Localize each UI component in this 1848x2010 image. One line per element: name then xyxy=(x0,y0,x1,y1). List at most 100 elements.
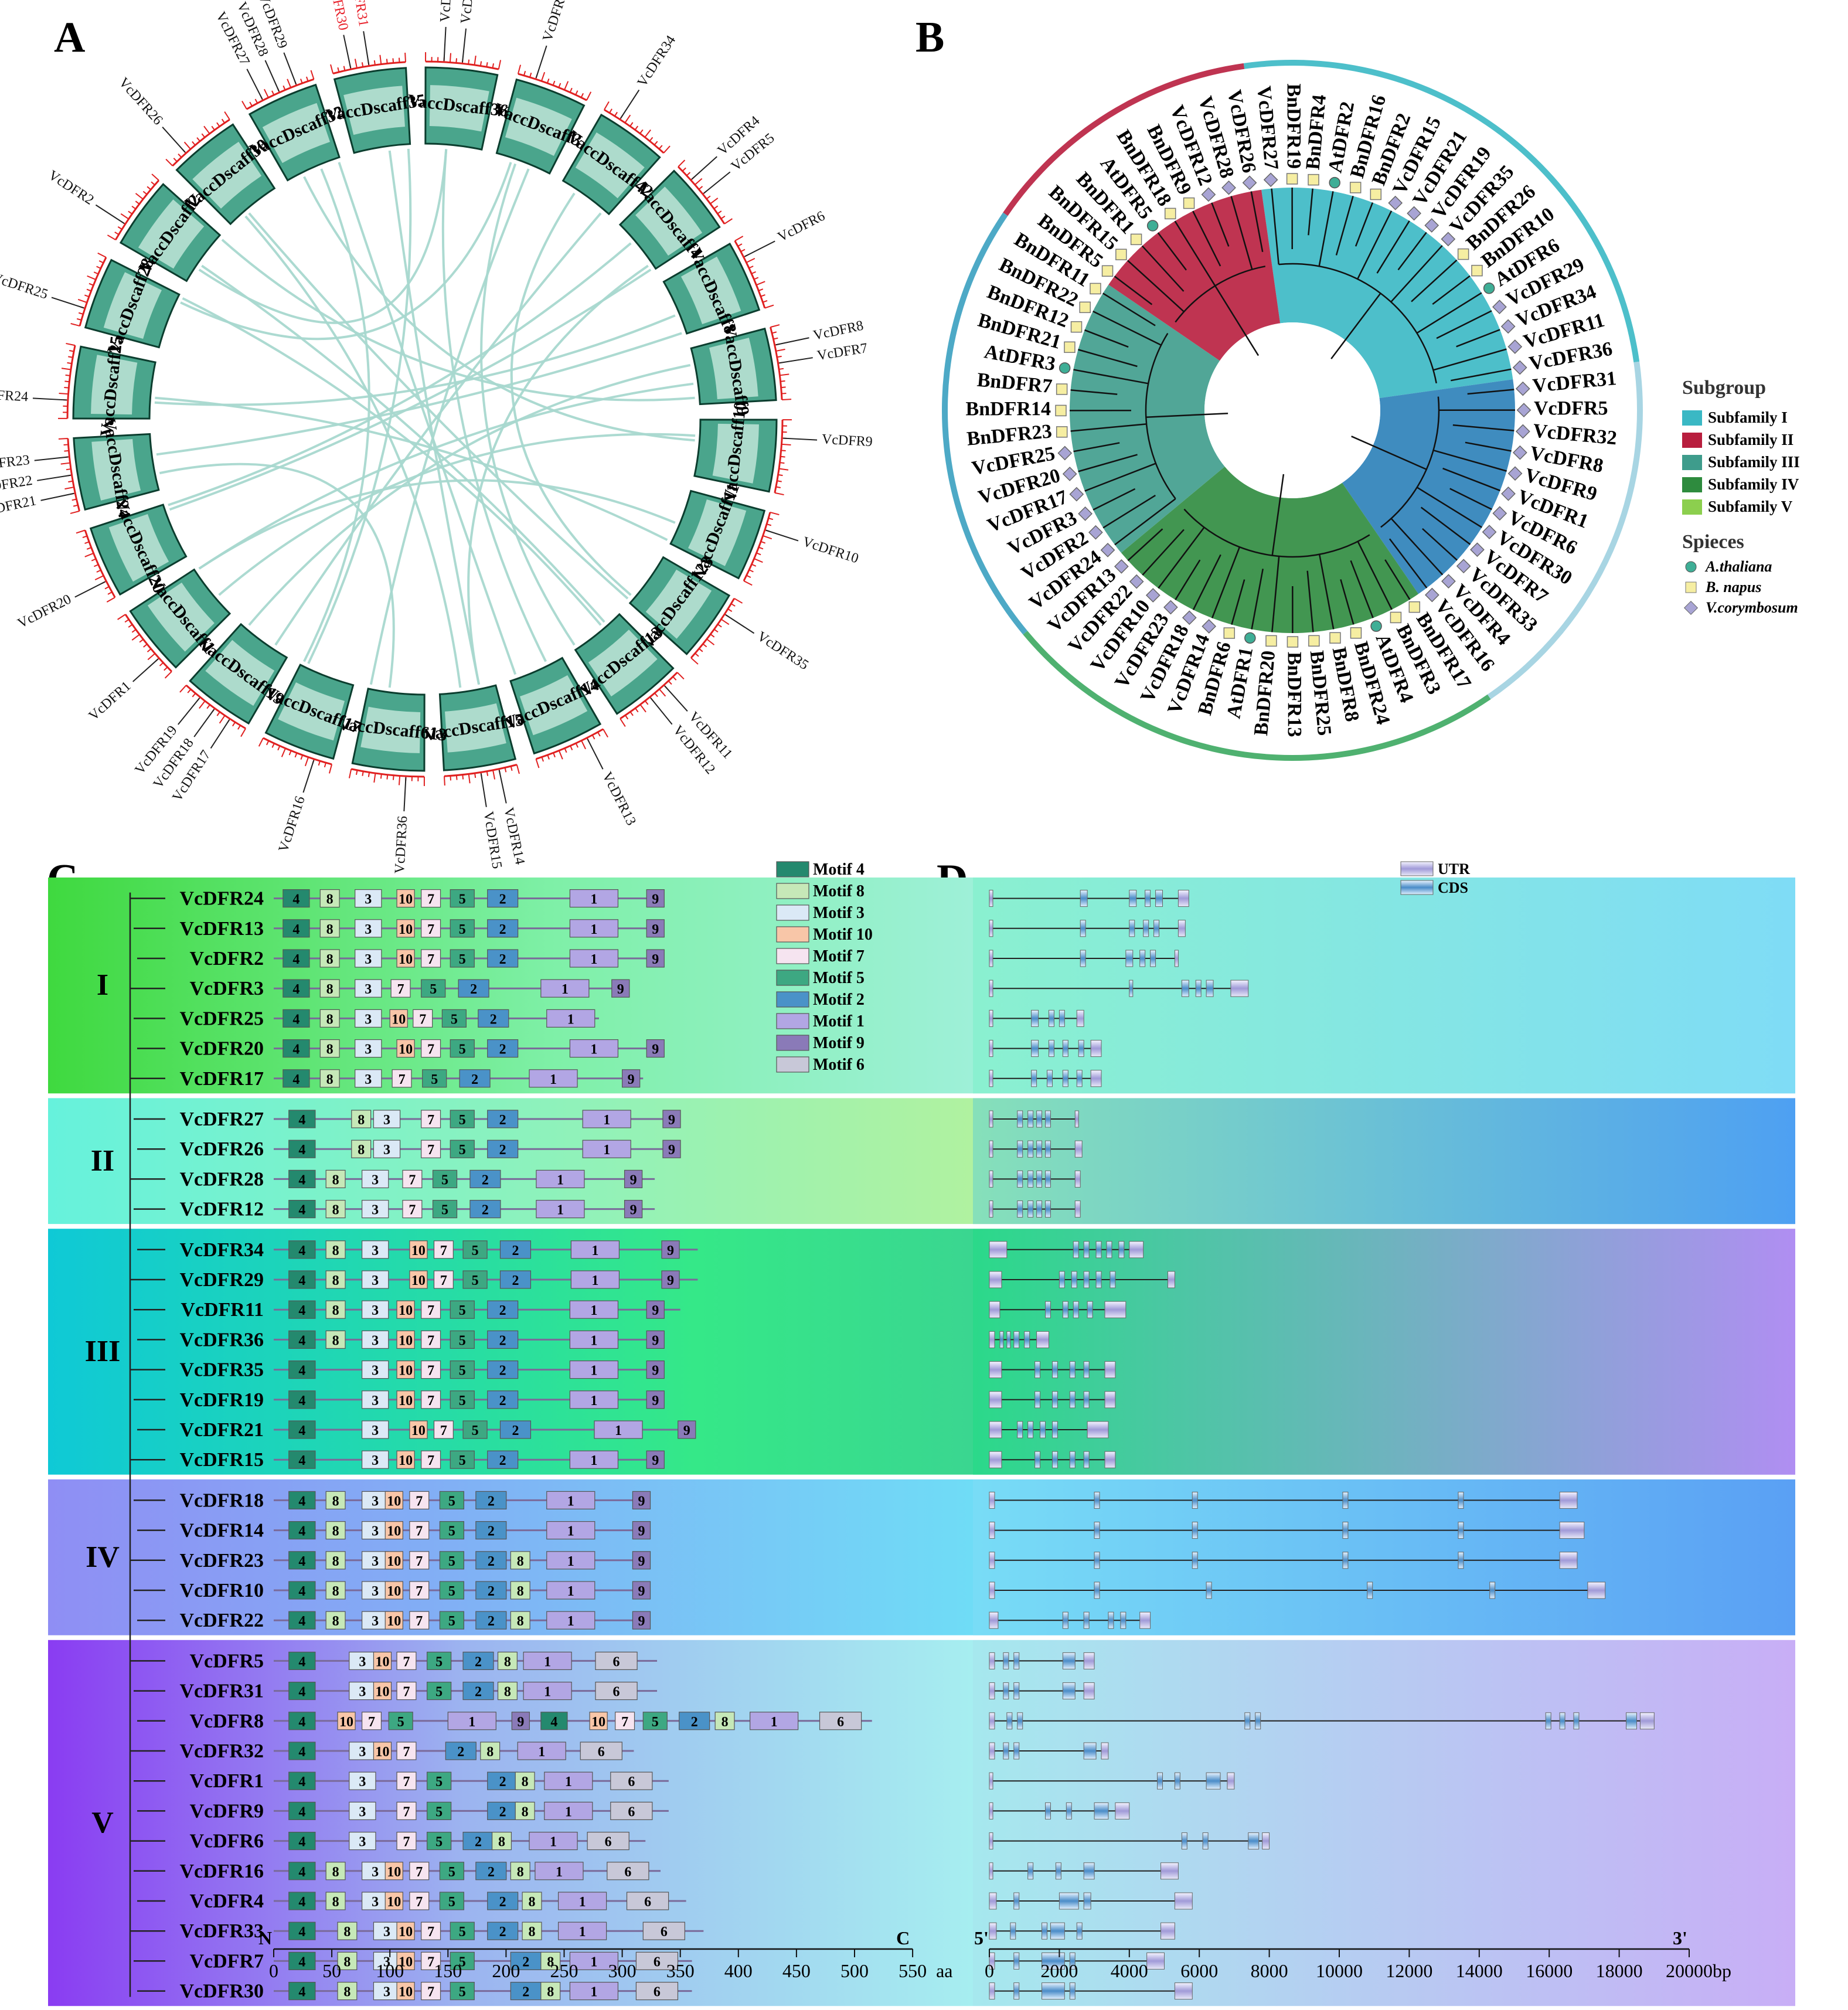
motif-number: 8 xyxy=(721,1715,729,1730)
motif-number: 2 xyxy=(490,1012,497,1027)
motif-number: 10 xyxy=(399,922,413,937)
clade-wedge xyxy=(1342,379,1515,594)
tree-branch xyxy=(1078,349,1138,368)
exon-box xyxy=(989,1552,995,1569)
motif-box xyxy=(611,979,630,998)
axis-start: 5' xyxy=(974,1927,989,1948)
motif-box xyxy=(487,1140,519,1158)
motif-box xyxy=(396,1300,415,1319)
tree-branch xyxy=(1432,275,1471,305)
motif-number: 9 xyxy=(652,892,659,907)
exon-box xyxy=(1062,1652,1076,1669)
leaf-label: BnDFR7 xyxy=(976,369,1053,398)
motif-number: 6 xyxy=(628,1804,635,1819)
exon-box xyxy=(1006,1712,1013,1730)
motif-number: 8 xyxy=(326,1072,333,1087)
ruler-tick xyxy=(529,72,532,78)
motif-box xyxy=(646,1361,665,1379)
ruler-tick xyxy=(355,770,358,776)
motif-number: 10 xyxy=(387,1865,401,1880)
motif-box xyxy=(325,1300,346,1319)
motif-number: 4 xyxy=(298,1744,305,1760)
ruler-tick xyxy=(380,774,382,779)
ruler-tick xyxy=(746,574,751,579)
ruler-tick xyxy=(310,70,315,80)
motif-box xyxy=(288,1361,316,1379)
ruler-tick xyxy=(760,540,766,544)
exon-box xyxy=(989,1712,995,1730)
ruler-tick xyxy=(540,72,546,81)
exon-box xyxy=(989,950,993,967)
gene-marker xyxy=(744,240,775,257)
axis-tick-label: 50 xyxy=(322,1960,341,1981)
motif-box xyxy=(349,1742,376,1760)
synteny-link xyxy=(303,176,695,442)
motif-box xyxy=(632,1611,651,1630)
species-marker xyxy=(1457,248,1469,260)
motif-box xyxy=(445,1742,477,1760)
motif-box xyxy=(427,1832,452,1851)
motif-box xyxy=(546,1611,595,1630)
scaffold-highlight xyxy=(108,513,169,582)
exon-box xyxy=(1094,1802,1109,1819)
motif-box xyxy=(510,1862,530,1880)
exon-box xyxy=(1034,1451,1041,1468)
gene-name: VcDFR13 xyxy=(179,918,264,940)
motif-box xyxy=(487,949,519,968)
ruler-tick xyxy=(546,78,550,84)
exon-box xyxy=(1342,1522,1349,1539)
species-marker xyxy=(1512,360,1527,375)
ruler-tick xyxy=(523,70,526,76)
motif-box xyxy=(288,1110,316,1128)
legend-label: Motif 1 xyxy=(813,1012,865,1030)
motif-box xyxy=(569,1450,619,1469)
scaffold-highlight xyxy=(688,499,747,566)
motif-box xyxy=(515,1801,535,1820)
ruler-tick xyxy=(82,535,87,538)
motif-box xyxy=(439,1862,465,1880)
motif-number: 4 xyxy=(298,1954,305,1970)
motif-box xyxy=(523,1682,572,1700)
motif-number: 10 xyxy=(399,1042,413,1057)
scaffold-ruler xyxy=(620,672,678,720)
exon-box xyxy=(1040,1421,1046,1438)
motif-number: 5 xyxy=(652,1715,659,1730)
motif-box xyxy=(642,1921,685,1940)
ruler-tick xyxy=(774,492,784,496)
motif-number: 1 xyxy=(590,1303,597,1318)
motif-box xyxy=(646,1039,665,1058)
motif-box xyxy=(373,1651,392,1670)
motif-number: 1 xyxy=(579,1895,586,1910)
exon-box xyxy=(989,1611,999,1629)
motif-box xyxy=(325,1169,346,1189)
motif-box xyxy=(646,919,665,938)
gene-structure-row xyxy=(989,1611,1151,1629)
motif-number: 8 xyxy=(547,1985,554,2000)
synteny-link xyxy=(201,264,605,623)
motif-box xyxy=(392,1069,412,1088)
exon-box xyxy=(1094,1552,1100,1569)
ruler-tick xyxy=(117,614,126,620)
exon-box xyxy=(1118,1241,1125,1259)
gene-name: VcDFR35 xyxy=(179,1359,264,1381)
motif-number: 2 xyxy=(512,1273,519,1288)
ruler-tick xyxy=(654,692,658,698)
motif-number: 7 xyxy=(427,1954,434,1970)
tree-branch xyxy=(1357,541,1393,610)
ruler-tick xyxy=(498,60,502,70)
tree-branch xyxy=(1390,518,1444,576)
ruler-tick xyxy=(552,80,556,86)
group-divider xyxy=(48,1474,1795,1480)
ruler-tick xyxy=(763,535,772,540)
ruler-tick xyxy=(196,137,200,142)
motif-box xyxy=(487,919,519,938)
motif-box xyxy=(288,1832,316,1851)
ruler-tick xyxy=(135,193,144,200)
motif-box xyxy=(540,1951,561,1970)
exon-box xyxy=(1074,1110,1079,1128)
motif-number: 2 xyxy=(488,1524,495,1539)
group-label: IV xyxy=(86,1540,120,1574)
exon-box xyxy=(1244,1712,1251,1730)
legend-swatch xyxy=(1682,499,1702,515)
ruler-tick xyxy=(758,546,764,550)
